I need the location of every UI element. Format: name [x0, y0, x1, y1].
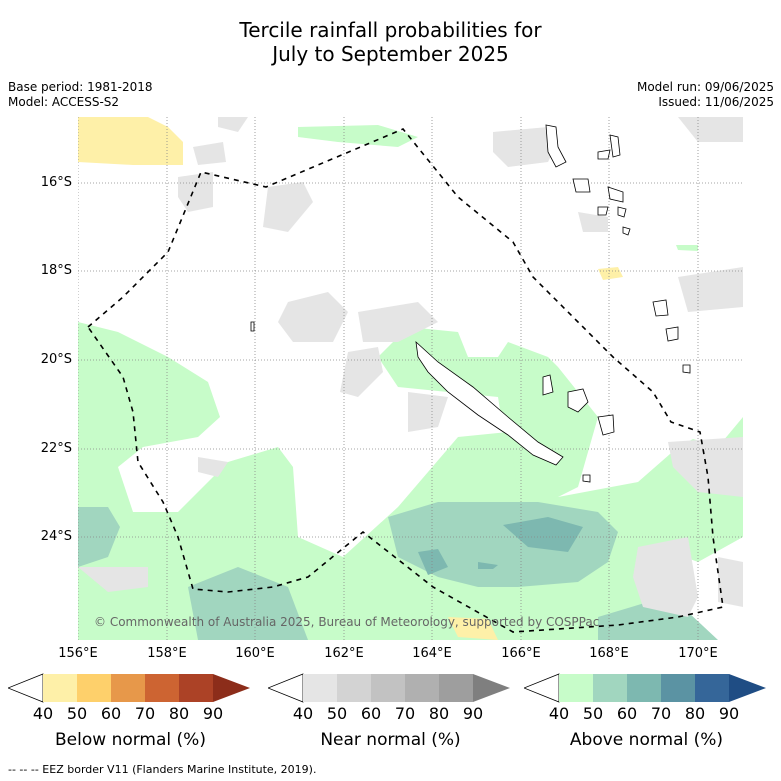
meta-right: Model run: 09/06/2025 Issued: 11/06/2025 — [637, 80, 774, 110]
new-caledonia-outline — [415, 340, 564, 466]
below-tick: 80 — [168, 704, 190, 723]
lon-tick-156e: 156°E — [58, 646, 98, 661]
above-tick: 80 — [684, 704, 706, 723]
below-swatch-1 — [77, 674, 111, 702]
above-swatch-3 — [661, 674, 695, 702]
above-swatch-1 — [593, 674, 627, 702]
above-swatch-2 — [627, 674, 661, 702]
below-tick: 40 — [32, 704, 54, 723]
near-over-arrow — [473, 674, 510, 702]
copyright-text: © Commonwealth of Australia 2025, Bureau… — [94, 615, 599, 629]
below-tick: 60 — [100, 704, 122, 723]
above-normal-swatches — [524, 673, 766, 703]
near-swatch-2 — [371, 674, 405, 702]
near-normal-colorbar — [268, 673, 510, 703]
above-swatch-0 — [559, 674, 593, 702]
below-tick: 90 — [202, 704, 224, 723]
eez-border — [86, 128, 724, 633]
below-normal-swatches — [8, 673, 250, 703]
above-tick: 70 — [650, 704, 672, 723]
below-under-arrow — [8, 673, 44, 703]
above-normal-60-70-areas — [418, 517, 583, 575]
eez-footnote: -- -- -- EEZ border V11 (Flanders Marine… — [8, 763, 317, 776]
lon-tick-160e: 160°E — [235, 646, 275, 661]
lat-tick-22s: 22°S — [40, 441, 72, 456]
near-normal-label: Near normal (%) — [320, 730, 461, 750]
model-name: Model: ACCESS-S2 — [8, 95, 120, 109]
title-line-1: Tercile rainfall probabilities for — [239, 18, 542, 42]
near-tick: 90 — [462, 704, 484, 723]
below-normal-40-50-areas — [78, 117, 623, 640]
lon-tick-166e: 166°E — [501, 646, 541, 661]
above-normal-colorbar — [524, 673, 766, 703]
near-swatch-0 — [303, 674, 337, 702]
near-swatch-4 — [439, 674, 473, 702]
meta-left: Base period: 1981-2018 Model: ACCESS-S2 — [8, 80, 153, 110]
lon-tick-162e: 162°E — [324, 646, 364, 661]
below-swatch-3 — [145, 674, 179, 702]
lon-tick-158e: 158°E — [147, 646, 187, 661]
above-tick: 40 — [548, 704, 570, 723]
below-normal-colorbar — [8, 673, 250, 703]
model-run: Model run: 09/06/2025 — [636, 80, 774, 94]
above-swatch-4 — [695, 674, 729, 702]
lat-tick-20s: 20°S — [40, 352, 72, 367]
above-tick: 60 — [616, 704, 638, 723]
lat-tick-24s: 24°S — [40, 529, 72, 544]
graticule — [78, 117, 743, 640]
near-tick: 70 — [394, 704, 416, 723]
near-tick: 80 — [428, 704, 450, 723]
near-normal-40-50-areas — [78, 117, 743, 617]
below-tick: 70 — [134, 704, 156, 723]
below-normal-label: Below normal (%) — [55, 730, 206, 750]
below-swatch-2 — [111, 674, 145, 702]
lon-tick-164e: 164°E — [412, 646, 452, 661]
above-normal-label: Above normal (%) — [569, 730, 724, 750]
below-over-arrow — [213, 674, 250, 702]
issued-date: Issued: 11/06/2025 — [658, 95, 774, 109]
above-under-arrow — [524, 673, 560, 703]
below-swatch-4 — [179, 674, 213, 702]
above-tick: 90 — [718, 704, 740, 723]
near-swatch-1 — [337, 674, 371, 702]
near-normal-swatches — [268, 673, 510, 703]
map-title: Tercile rainfall probabilities for July … — [0, 18, 781, 66]
near-under-arrow — [268, 673, 304, 703]
near-tick: 50 — [326, 704, 348, 723]
base-period: Base period: 1981-2018 — [8, 80, 153, 94]
near-tick: 40 — [292, 704, 314, 723]
lat-tick-18s: 18°S — [40, 263, 72, 278]
below-tick: 50 — [66, 704, 88, 723]
near-swatch-3 — [405, 674, 439, 702]
coastlines — [250, 124, 691, 483]
map-panel: © Commonwealth of Australia 2025, Bureau… — [78, 117, 743, 640]
above-over-arrow — [729, 674, 766, 702]
lon-tick-168e: 168°E — [589, 646, 629, 661]
lat-tick-16s: 16°S — [40, 175, 72, 190]
above-tick: 50 — [582, 704, 604, 723]
below-swatch-0 — [43, 674, 77, 702]
title-line-2: July to September 2025 — [272, 42, 509, 66]
lon-tick-170e: 170°E — [678, 646, 718, 661]
near-tick: 60 — [360, 704, 382, 723]
